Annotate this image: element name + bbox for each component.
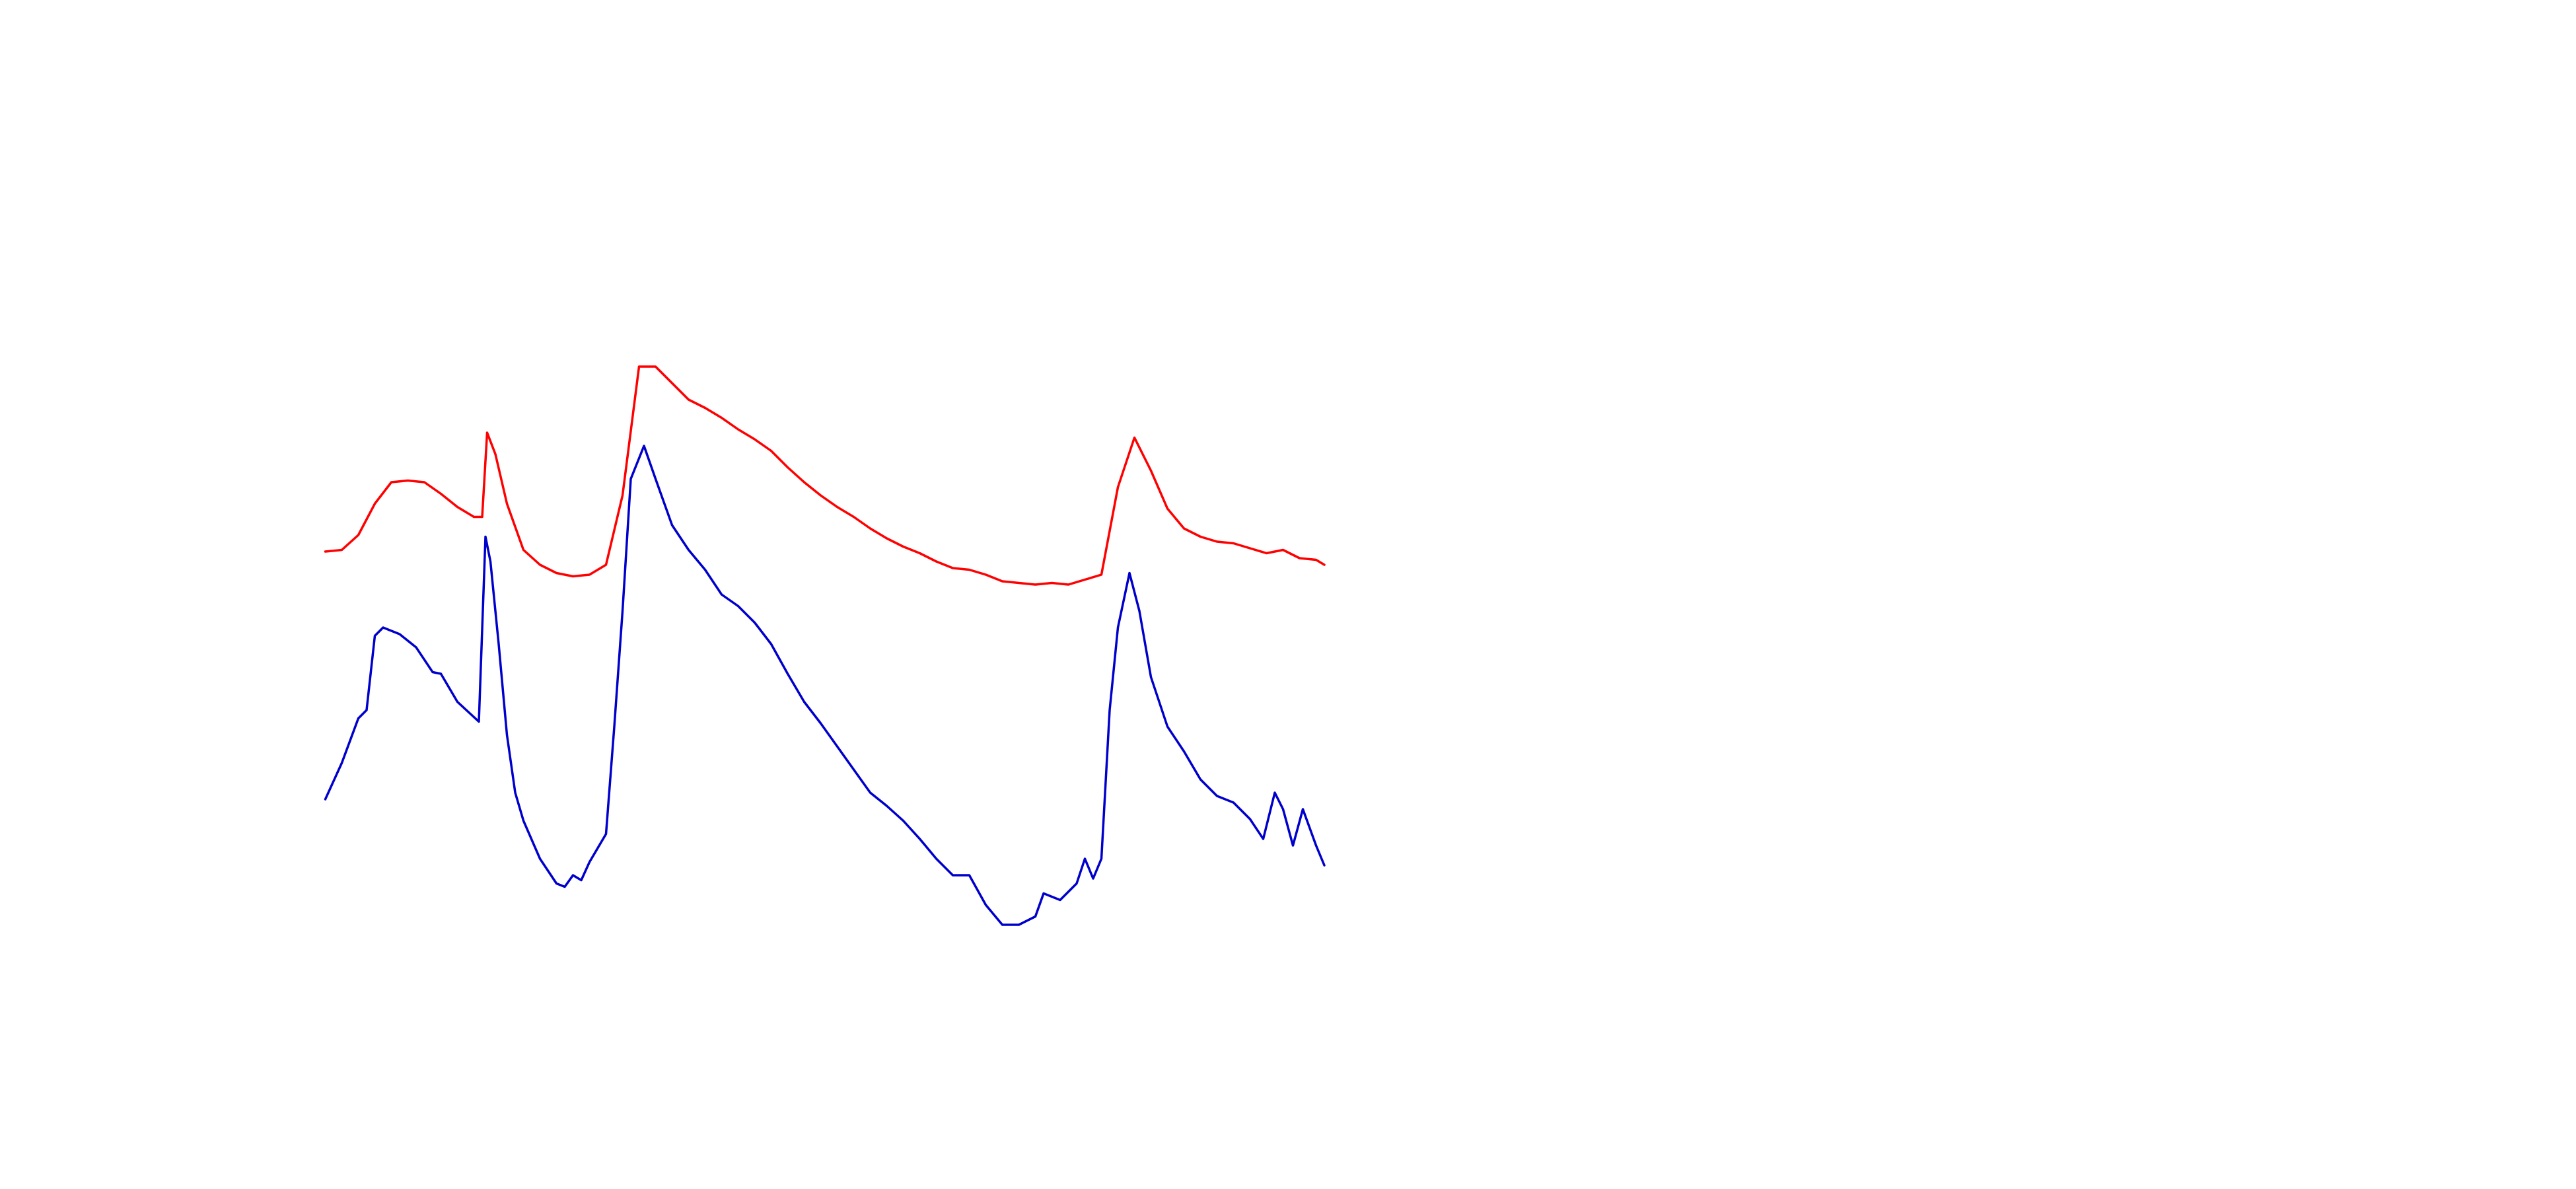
line-series [324,445,1326,926]
line-series [324,365,1326,586]
